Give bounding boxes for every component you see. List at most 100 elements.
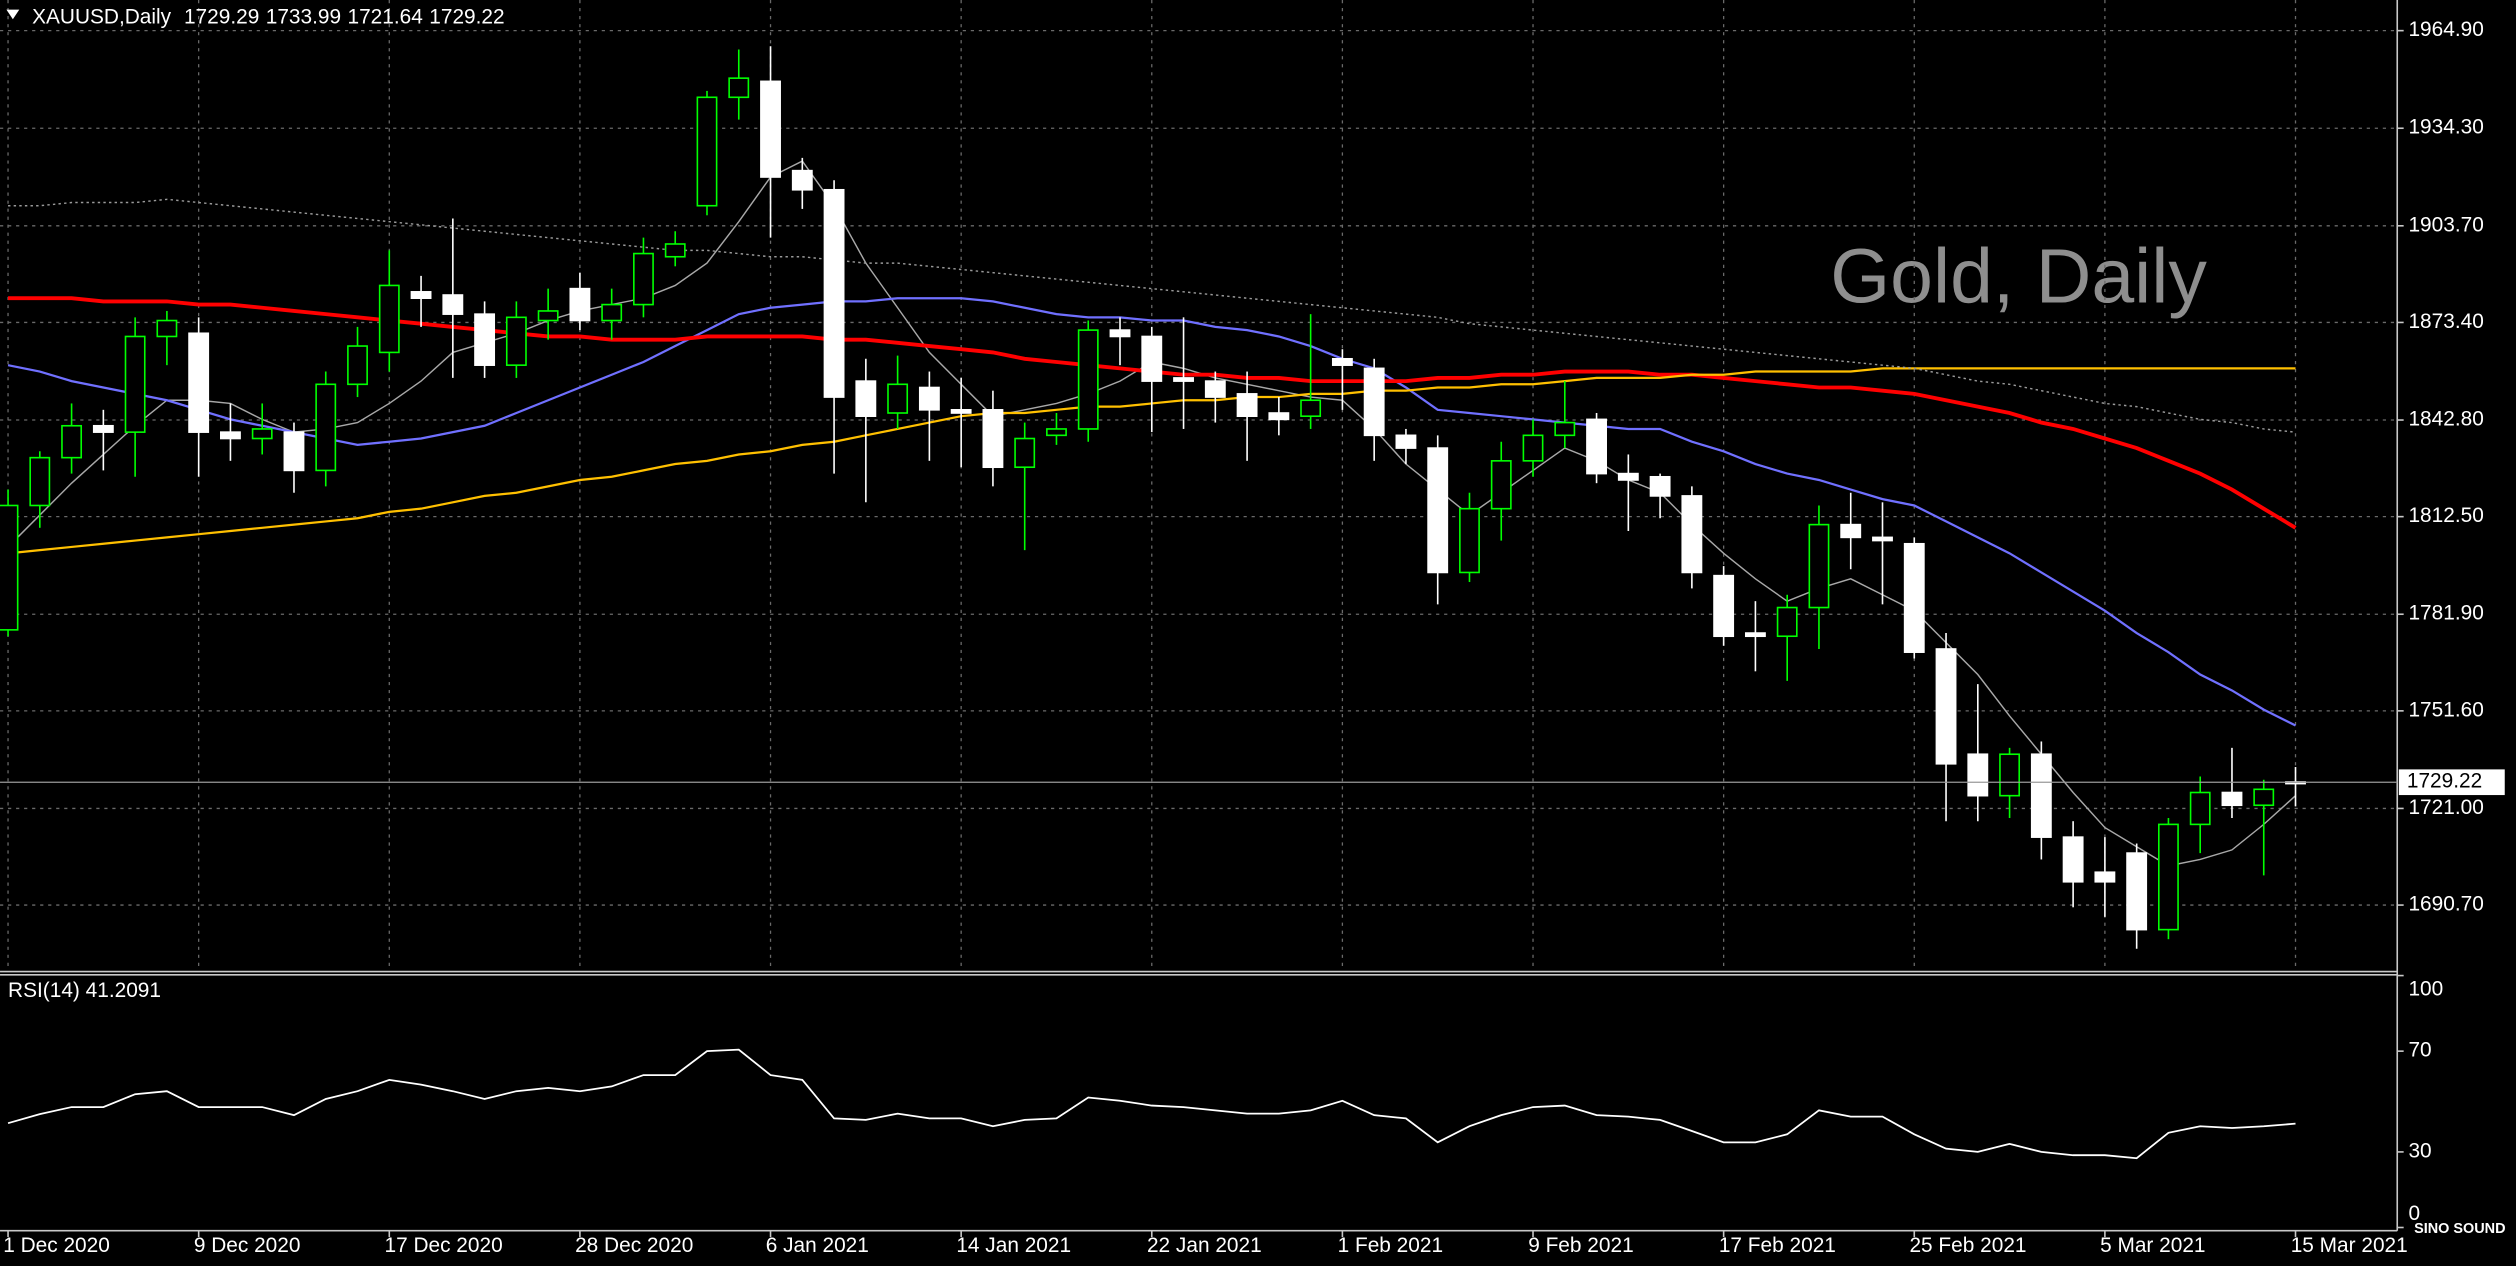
candle-body (1776, 606, 1798, 638)
candle-body (1268, 412, 1290, 421)
indicator-label: RSI(14) 41.2091 (8, 979, 161, 1002)
candle-body (982, 409, 1004, 469)
candle-body (601, 303, 623, 322)
candle-body (918, 386, 940, 411)
candle-body (1586, 418, 1607, 475)
current-price-label: 1729.22 (2407, 770, 2482, 793)
candle-body (1808, 523, 1830, 609)
candle-body (1363, 367, 1385, 437)
candle-body (2157, 823, 2179, 931)
candle-body (1617, 472, 1639, 481)
candle-body (29, 456, 51, 507)
y-tick-label: 1842.80 (2408, 408, 2483, 431)
candle-body (2126, 852, 2148, 931)
candle-body (664, 243, 686, 258)
header-high: 1733.99 (266, 5, 341, 28)
candle-body (1236, 393, 1258, 417)
candle-body (1935, 648, 1957, 765)
x-tick-label: 6 Jan 2021 (766, 1234, 869, 1257)
candle-body (2030, 753, 2052, 838)
x-tick-label: 22 Jan 2021 (1147, 1234, 1262, 1257)
candle-body (0, 504, 19, 631)
moving-average (8, 198, 2296, 433)
candle-body (61, 424, 83, 459)
candle-body (1999, 753, 2021, 797)
candle-body (633, 252, 654, 306)
candle-body (1872, 536, 1893, 542)
candle-body (2253, 788, 2275, 807)
candle-body (760, 80, 781, 178)
y-tick-label: 1903.70 (2408, 213, 2483, 236)
candle-body (1649, 475, 1671, 497)
candle-body (251, 428, 273, 440)
candle-body (855, 380, 877, 417)
x-tick-label: 14 Jan 2021 (956, 1234, 1071, 1257)
candle-body (1681, 495, 1703, 574)
candle-body (188, 332, 210, 433)
y-tick-label: 1934.30 (2408, 116, 2483, 139)
y-tick-label: 70 (2408, 1039, 2431, 1062)
candle-body (315, 383, 337, 472)
candle-body (2062, 836, 2084, 883)
y-tick-label: 1873.40 (2408, 310, 2483, 333)
candle-body (1554, 421, 1576, 437)
candle-body (92, 424, 114, 433)
header: XAUUSD,Daily 1729.29 1733.99 1721.64 1729.22 (32, 5, 505, 28)
y-tick-label: 0 (2408, 1202, 2420, 1225)
candle-body (1331, 357, 1353, 366)
candle-body (1967, 753, 1989, 797)
current-price-box (2398, 769, 2505, 796)
candle-body (696, 96, 718, 207)
candle-body (1490, 460, 1512, 510)
x-tick-label: 17 Dec 2020 (384, 1234, 502, 1257)
candle-body (124, 335, 146, 433)
candle-body (1173, 377, 1194, 382)
x-tick-label: 15 Mar 2021 (2291, 1234, 2408, 1257)
header-close: 1729.22 (429, 5, 504, 28)
candle-body (728, 77, 750, 99)
x-tick-label: 5 Mar 2021 (2100, 1234, 2205, 1257)
y-tick-label: 1721.00 (2408, 796, 2483, 819)
candle-body (537, 310, 559, 322)
x-tick-label: 1 Feb 2021 (1338, 1234, 1443, 1257)
y-tick-label: 1812.50 (2408, 504, 2483, 527)
candle-body (2094, 871, 2116, 883)
candle-body (156, 319, 178, 338)
candle-body (410, 291, 432, 300)
candle-body (1300, 399, 1322, 417)
candle-body (1713, 574, 1735, 638)
candle-body (1903, 542, 1925, 653)
candle-body (347, 345, 368, 386)
candle-body (1395, 434, 1417, 449)
candle-body (1014, 437, 1036, 469)
candle-body (1204, 380, 1226, 398)
candle-body (1141, 335, 1163, 382)
candle-body (569, 287, 591, 322)
y-tick-label: 1964.90 (2408, 18, 2483, 41)
candle-body (1459, 507, 1480, 574)
candle-body (442, 294, 464, 315)
y-tick-label: 30 (2408, 1139, 2431, 1162)
candle-body (823, 188, 845, 398)
candle-body (1744, 632, 1766, 638)
x-tick-label: 1 Dec 2020 (3, 1234, 110, 1257)
candle-body (283, 431, 305, 472)
watermark: Gold, Daily (1830, 234, 2207, 320)
candle-body (950, 409, 972, 414)
candle-body (887, 383, 909, 414)
y-tick-label: 1690.70 (2408, 893, 2483, 916)
moving-average (7, 297, 2297, 727)
candle-body (378, 284, 400, 354)
menu-arrow (6, 9, 20, 20)
header-low: 1721.64 (348, 5, 423, 28)
y-tick-label: 1751.60 (2408, 698, 2483, 721)
header-open: 1729.29 (184, 5, 259, 28)
x-tick-label: 17 Feb 2021 (1719, 1234, 1836, 1257)
x-tick-label: 9 Feb 2021 (1528, 1234, 1633, 1257)
candle-body (474, 313, 496, 366)
chart-title: XAUUSD,Daily (32, 5, 172, 28)
candle-body (1109, 329, 1131, 338)
candle-body (1840, 523, 1862, 539)
